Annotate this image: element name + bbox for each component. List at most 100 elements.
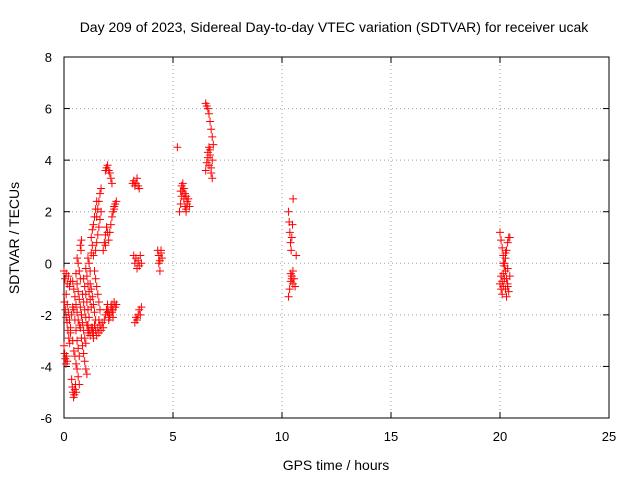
data-point	[284, 207, 293, 216]
data-point	[287, 274, 296, 283]
data-point	[81, 264, 90, 273]
data-point	[288, 267, 297, 276]
data-point	[77, 236, 86, 245]
data-point	[499, 259, 508, 268]
x-tick-label: 5	[169, 429, 176, 444]
data-point	[75, 295, 84, 304]
data-point	[99, 323, 108, 332]
data-point	[85, 313, 94, 322]
data-point	[74, 287, 83, 296]
data-point	[104, 236, 113, 245]
data-point	[89, 251, 98, 260]
data-point	[92, 238, 101, 247]
y-tick-label: -4	[40, 359, 52, 374]
data-point	[67, 310, 76, 319]
data-point	[178, 179, 187, 188]
data-point	[498, 243, 507, 252]
data-point	[128, 179, 137, 188]
data-point	[291, 282, 300, 291]
y-axis-tick-labels: -6 -4 -2 0 2 4 6 8	[40, 50, 52, 426]
data-point	[207, 125, 216, 134]
data-point	[185, 202, 194, 211]
data-point	[79, 349, 88, 358]
data-point	[93, 290, 102, 299]
data-point	[109, 313, 118, 322]
data-point	[106, 174, 115, 183]
data-point	[505, 233, 514, 242]
data-point	[62, 290, 71, 299]
data-point	[107, 179, 116, 188]
data-point	[74, 372, 83, 381]
data-point	[71, 359, 80, 368]
y-tick-label: 6	[45, 102, 52, 117]
data-point	[64, 272, 73, 281]
data-point	[80, 334, 89, 343]
data-point	[503, 264, 512, 273]
x-tick-label: 20	[493, 429, 507, 444]
data-point	[208, 156, 217, 165]
chart-title: Day 209 of 2023, Sidereal Day-to-day VTE…	[80, 19, 590, 35]
data-point	[74, 259, 83, 268]
data-point	[85, 259, 94, 268]
data-point	[68, 277, 77, 286]
data-point	[63, 357, 72, 366]
data-point	[78, 318, 87, 327]
data-point	[73, 279, 82, 288]
data-point	[208, 174, 217, 183]
data-point	[155, 267, 164, 276]
data-point	[105, 228, 114, 237]
data-point	[65, 282, 74, 291]
y-tick-label: 2	[45, 205, 52, 220]
data-point	[504, 287, 513, 296]
y-tick-label: 4	[45, 153, 52, 168]
data-point	[285, 228, 294, 237]
data-point	[94, 223, 103, 232]
data-point	[69, 305, 78, 314]
data-point	[87, 285, 96, 294]
data-point	[86, 279, 95, 288]
data-point	[287, 246, 296, 255]
data-point	[73, 365, 82, 374]
data-point	[93, 230, 102, 239]
data-point	[104, 316, 113, 325]
data-point	[94, 197, 103, 206]
data-point	[288, 220, 297, 229]
data-point	[77, 246, 86, 255]
data-point	[285, 285, 294, 294]
data-point	[69, 346, 78, 355]
data-point	[74, 344, 83, 353]
data-point	[137, 303, 146, 312]
data-point	[136, 310, 145, 319]
x-tick-label: 0	[60, 429, 67, 444]
data-point	[157, 246, 166, 255]
data-point	[206, 145, 215, 154]
data-point	[101, 241, 110, 250]
data-point	[207, 169, 216, 178]
x-tick-label: 10	[275, 429, 289, 444]
data-point	[82, 272, 91, 281]
data-point	[89, 220, 98, 229]
data-point	[501, 248, 510, 257]
data-point	[208, 132, 217, 141]
data-point	[75, 267, 84, 276]
data-point	[102, 223, 111, 232]
data-point	[503, 238, 512, 247]
data-point	[497, 236, 506, 245]
data-point	[496, 228, 504, 237]
data-point	[91, 274, 100, 283]
data-point	[503, 279, 512, 288]
y-tick-label: 8	[45, 50, 52, 65]
data-point	[89, 300, 98, 309]
data-point	[90, 267, 99, 276]
data-point	[107, 212, 116, 221]
data-point	[92, 212, 101, 221]
data-point	[103, 161, 112, 170]
data-point	[92, 282, 101, 291]
data-point	[75, 380, 84, 389]
data-point	[284, 292, 293, 301]
x-tick-label: 15	[384, 429, 398, 444]
data-point	[110, 205, 119, 214]
data-point	[286, 238, 295, 247]
data-point	[70, 292, 79, 301]
